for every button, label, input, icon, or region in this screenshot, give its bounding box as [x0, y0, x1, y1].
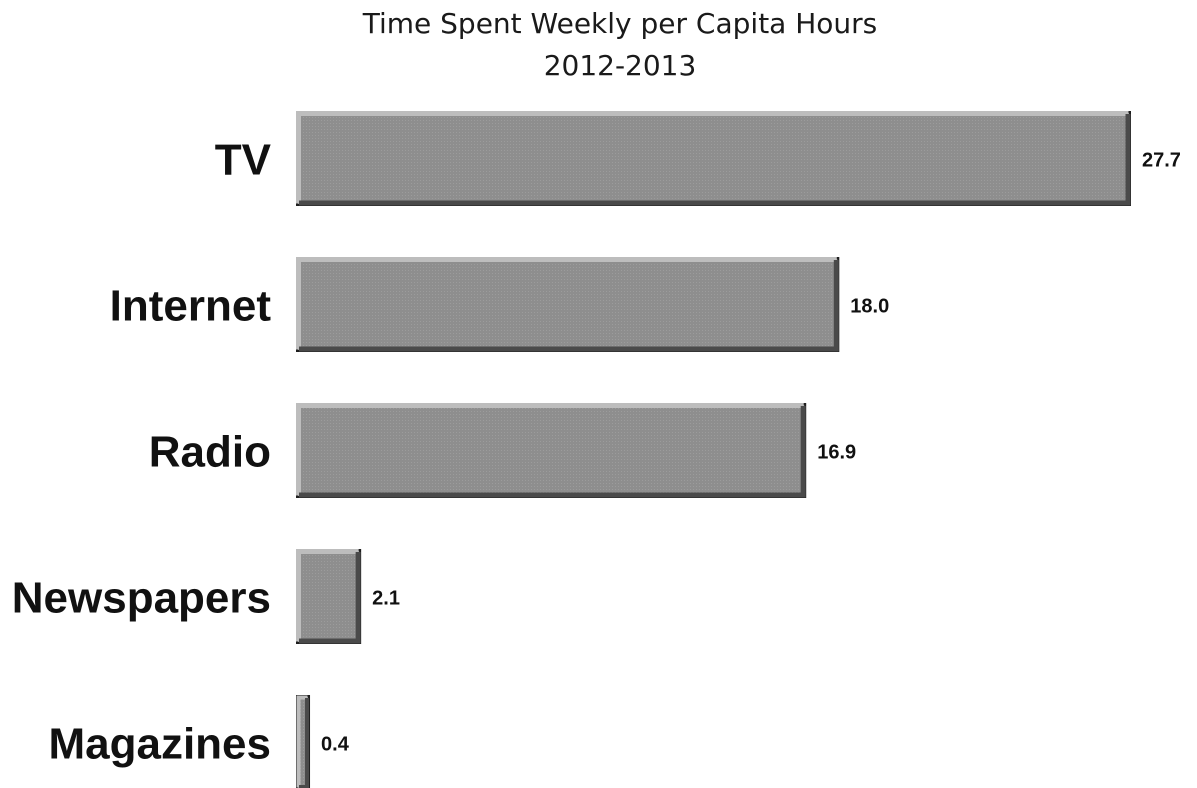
category-label-radio: Radio: [149, 428, 271, 477]
value-label-newspapers: 2.1: [372, 588, 400, 610]
category-label-newspapers: Newspapers: [12, 574, 271, 623]
bar-newspapers: [297, 550, 360, 643]
bars-group: TV 27.7 Internet 18.0 Radio 16.9 Newspapers 2.1…: [12, 112, 1181, 788]
bar-radio: [297, 404, 805, 497]
value-label-internet: 18.0: [850, 296, 889, 318]
value-label-magazines: 0.4: [321, 734, 350, 756]
category-label-magazines: Magazines: [48, 720, 271, 769]
value-label-tv: 27.7: [1142, 150, 1181, 172]
bar-tv: [297, 112, 1130, 205]
category-label-internet: Internet: [110, 282, 272, 331]
value-label-radio: 16.9: [817, 442, 856, 464]
category-label-tv: TV: [215, 136, 272, 185]
bar-internet: [297, 258, 838, 351]
